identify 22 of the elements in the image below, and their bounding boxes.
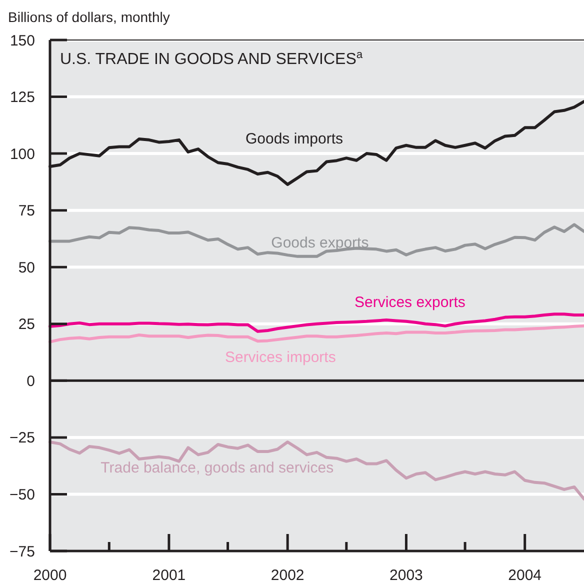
x-tick-label: 2002: [270, 567, 304, 584]
x-tick-label: 2003: [390, 567, 423, 584]
x-tick-label: 2001: [152, 567, 186, 584]
x-tick-label: 2000: [33, 567, 67, 584]
text: U.S. TRADE IN GOODS AND SERVICES$^{a}$: [60, 49, 364, 68]
y-axis-title: Billions of dollars, monthly: [8, 9, 170, 25]
series-label: Goods exports: [271, 234, 369, 252]
y-tick-label: 150: [10, 32, 35, 50]
x-tick-label: 2004: [508, 567, 542, 584]
y-tick-label: 100: [10, 146, 35, 163]
series-label: Trade balance, goods and services: [100, 460, 334, 477]
y-tick-label: 25: [18, 316, 35, 334]
y-tick-label: 50: [18, 259, 35, 276]
series-label: Services exports: [354, 294, 466, 311]
y-tick-label: −50: [10, 486, 35, 504]
y-tick-label: −75: [10, 543, 35, 560]
y-tick-label: −25: [10, 430, 35, 447]
y-tick-label: 125: [10, 89, 35, 106]
y-tick-label: 0: [26, 372, 35, 390]
series-label: Goods imports: [245, 130, 344, 148]
y-tick-label: 75: [18, 202, 35, 220]
series-label: Services imports: [224, 349, 336, 366]
